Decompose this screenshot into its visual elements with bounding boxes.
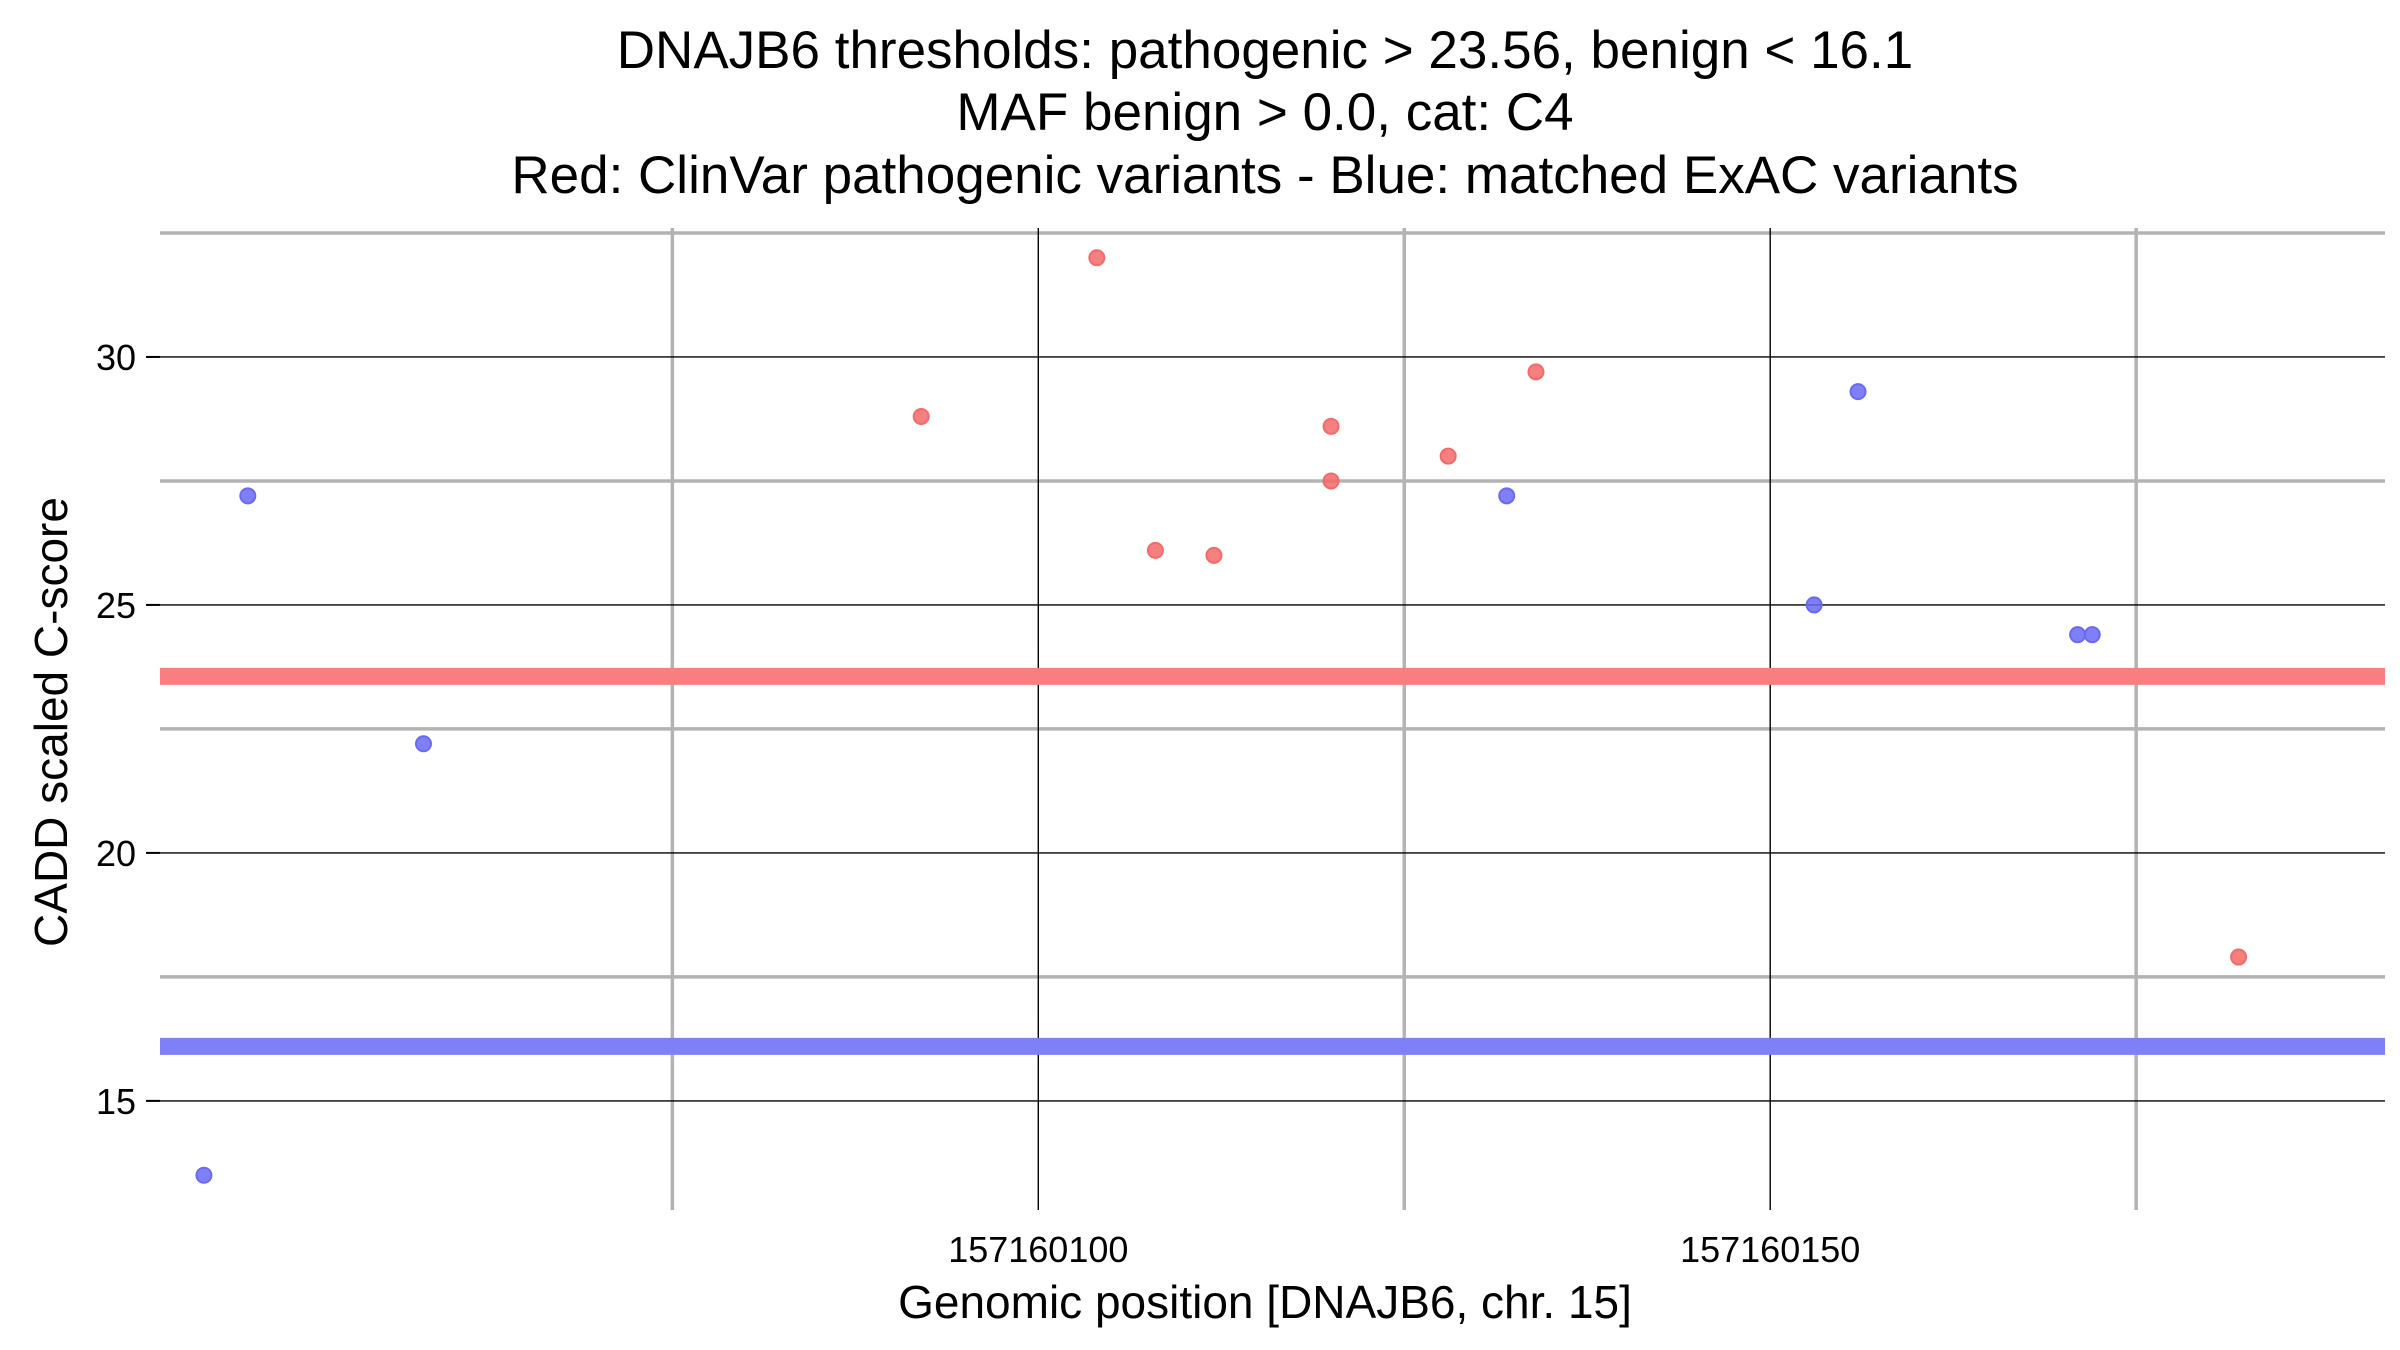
data-point-series-1	[1439, 447, 1457, 465]
chart-title-line-3: Red: ClinVar pathogenic variants - Blue:…	[511, 146, 2018, 205]
data-points	[195, 249, 2248, 1184]
minor-grid	[160, 228, 2385, 1210]
data-point-series-1	[1088, 249, 1106, 267]
y-tick-label: 20	[96, 833, 136, 874]
data-point-series-1	[2230, 948, 2248, 966]
x-axis-label: Genomic position [DNAJB6, chr. 15]	[898, 1276, 1632, 1328]
data-point-series-2	[195, 1166, 213, 1184]
data-point-series-1	[1322, 417, 1340, 435]
major-grid	[160, 228, 2385, 1210]
data-point-series-2	[1849, 383, 1867, 401]
x-axis: 157160100 157160150	[948, 1229, 1860, 1270]
chart-title-line-1: DNAJB6 thresholds: pathogenic > 23.56, b…	[617, 21, 1913, 80]
chart-title-line-2: MAF benign > 0.0, cat: C4	[956, 83, 1573, 142]
data-point-series-2	[1498, 487, 1516, 505]
y-tick-label: 25	[96, 585, 136, 626]
x-tick-label: 157160100	[948, 1229, 1128, 1270]
data-point-series-2	[2083, 626, 2101, 644]
y-tick-label: 30	[96, 337, 136, 378]
data-point-series-1	[1146, 541, 1164, 559]
y-axis-label: CADD scaled C-score	[25, 497, 77, 947]
data-point-series-1	[1205, 546, 1223, 564]
x-tick-label: 157160150	[1680, 1229, 1860, 1270]
data-point-series-1	[1322, 472, 1340, 490]
data-point-series-1	[912, 407, 930, 425]
y-axis: 15 20 25 30	[96, 337, 160, 1122]
threshold-lines	[160, 667, 2385, 1055]
data-point-series-2	[239, 487, 257, 505]
data-point-series-2	[414, 735, 432, 753]
y-tick-label: 15	[96, 1081, 136, 1122]
data-point-series-2	[2069, 626, 2087, 644]
data-point-series-1	[1527, 363, 1545, 381]
data-point-series-2	[1805, 596, 1823, 614]
